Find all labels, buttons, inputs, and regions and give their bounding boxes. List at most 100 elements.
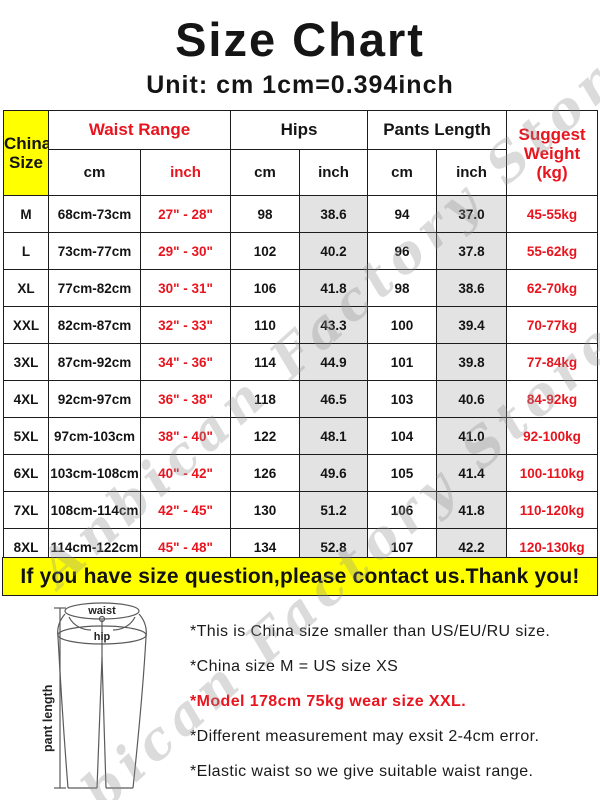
cell-size: 3XL: [3, 343, 49, 381]
cell-size: L: [3, 232, 49, 270]
table-row: XL 77cm-82cm 30" - 31" 106 41.8 98 38.6 62-70kg: [3, 269, 599, 307]
cell-weight: 84-92kg: [506, 380, 599, 418]
header-waist-range: Waist Range: [47, 110, 232, 150]
cell-length-inch: 41.8: [436, 491, 508, 529]
cell-waist-inch: 36" - 38": [139, 380, 232, 418]
cell-length-cm: 98: [367, 269, 438, 307]
cell-length-inch: 39.4: [436, 306, 508, 344]
table-row: 4XL 92cm-97cm 36" - 38" 118 46.5 103 40.6 84-92…: [3, 380, 599, 418]
cell-weight: 110-120kg: [506, 491, 599, 529]
cell-waist-cm: 92cm-97cm: [48, 380, 141, 418]
header-china-size: China Size: [3, 110, 49, 196]
cell-hips-inch: 38.6: [299, 195, 369, 233]
cell-waist-inch: 32" - 33": [139, 306, 232, 344]
cell-length-cm: 96: [367, 232, 438, 270]
cell-waist-cm: 97cm-103cm: [48, 417, 141, 455]
cell-hips-cm: 122: [230, 417, 301, 455]
pant-length-label: pant length: [41, 685, 55, 752]
cell-length-cm: 103: [367, 380, 438, 418]
cell-hips-cm: 118: [230, 380, 301, 418]
cell-length-inch: 37.8: [436, 232, 508, 270]
unit-subtitle: Unit: cm 1cm=0.394inch: [146, 71, 454, 99]
cell-size: 6XL: [3, 454, 49, 492]
hip-label: hip: [94, 631, 111, 643]
cell-weight: 70-77kg: [506, 306, 599, 344]
cell-size: 4XL: [3, 380, 49, 418]
cell-hips-inch: 46.5: [299, 380, 369, 418]
cell-length-cm: 100: [367, 306, 438, 344]
note-item: *China size M = US size XS: [190, 658, 399, 675]
size-table-body: M 68cm-73cm 27" - 28" 98 38.6 94 37.0 45-55kg L 7…: [3, 195, 599, 566]
cell-size: XXL: [3, 306, 49, 344]
note-item: *Elastic waist so we give suitable waist…: [190, 763, 534, 780]
page-title: Size Chart: [175, 13, 425, 66]
cell-hips-cm: 98: [230, 195, 301, 233]
cell-hips-cm: 114: [230, 343, 301, 381]
header-hips: Hips: [230, 110, 369, 150]
contact-banner: If you have size question,please contact…: [2, 557, 598, 596]
cell-weight: 55-62kg: [506, 232, 599, 270]
header-waist-cm: cm: [48, 149, 141, 196]
bottom-section: waist hip pant length *This is China siz…: [0, 600, 600, 800]
cell-hips-cm: 110: [230, 306, 301, 344]
cell-length-cm: 106: [367, 491, 438, 529]
cell-length-cm: 104: [367, 417, 438, 455]
cell-weight: 62-70kg: [506, 269, 599, 307]
cell-hips-cm: 106: [230, 269, 301, 307]
cell-waist-cm: 82cm-87cm: [48, 306, 141, 344]
table-row: 3XL 87cm-92cm 34" - 36" 114 44.9 101 39.8 77-84…: [3, 343, 599, 381]
cell-weight: 100-110kg: [506, 454, 599, 492]
cell-weight: 92-100kg: [506, 417, 599, 455]
cell-waist-inch: 29" - 30": [139, 232, 232, 270]
header-pants-length: Pants Length: [367, 110, 508, 150]
table-row: 6XL 103cm-108cm 40" - 42" 126 49.6 105 41.4 100…: [3, 454, 599, 492]
waist-ellipse: [64, 602, 140, 620]
cell-weight: 45-55kg: [506, 195, 599, 233]
cell-waist-cm: 73cm-77cm: [48, 232, 141, 270]
cell-waist-inch: 30" - 31": [139, 269, 232, 307]
cell-length-inch: 38.6: [436, 269, 508, 307]
note-item: *Different measurement may exsit 2-4cm e…: [190, 728, 540, 745]
table-header-groups: China Size Waist Range Hips Pants Length…: [3, 110, 599, 196]
header-waist-inch: inch: [139, 149, 232, 196]
table-row: L 73cm-77cm 29" - 30" 102 40.2 96 37.8 55-62kg: [3, 232, 599, 270]
waist-label: waist: [87, 605, 116, 617]
table-row: 7XL 108cm-114cm 42" - 45" 130 51.2 106 41.8 110…: [3, 491, 599, 529]
cell-size: 7XL: [3, 491, 49, 529]
cell-hips-inch: 49.6: [299, 454, 369, 492]
cell-waist-inch: 27" - 28": [139, 195, 232, 233]
pants-diagram: waist hip pant length: [41, 602, 147, 789]
cell-weight: 77-84kg: [506, 343, 599, 381]
cell-waist-inch: 38" - 40": [139, 417, 232, 455]
note-item-model: *Model 178cm 75kg wear size XXL.: [190, 693, 467, 710]
table-row: 5XL 97cm-103cm 38" - 40" 122 48.1 104 41.0 92-1…: [3, 417, 599, 455]
table-header-units: cm inch cm inch cm inch: [4, 149, 598, 196]
cell-length-inch: 37.0: [436, 195, 508, 233]
cell-hips-cm: 102: [230, 232, 301, 270]
cell-waist-inch: 42" - 45": [139, 491, 232, 529]
cell-length-inch: 40.6: [436, 380, 508, 418]
cell-waist-inch: 40" - 42": [139, 454, 232, 492]
cell-waist-cm: 108cm-114cm: [48, 491, 141, 529]
cell-hips-inch: 40.2: [299, 232, 369, 270]
cell-hips-inch: 51.2: [299, 491, 369, 529]
header-hips-inch: inch: [299, 149, 369, 196]
header-hips-cm: cm: [230, 149, 301, 196]
cell-hips-cm: 126: [230, 454, 301, 492]
table-row: M 68cm-73cm 27" - 28" 98 38.6 94 37.0 45-55kg: [3, 195, 599, 233]
table-row: XXL 82cm-87cm 32" - 33" 110 43.3 100 39.4 70-77…: [3, 306, 599, 344]
cell-waist-cm: 68cm-73cm: [48, 195, 141, 233]
cell-waist-cm: 103cm-108cm: [48, 454, 141, 492]
cell-length-cm: 105: [367, 454, 438, 492]
cell-length-inch: 39.8: [436, 343, 508, 381]
cell-hips-inch: 48.1: [299, 417, 369, 455]
cell-length-inch: 41.4: [436, 454, 508, 492]
cell-waist-inch: 34" - 36": [139, 343, 232, 381]
cell-size: XL: [3, 269, 49, 307]
header-length-cm: cm: [367, 149, 438, 196]
table-row: 8XL 114cm-122cm 45" - 48" 134 52.8 107 42.2 120…: [3, 528, 599, 566]
cell-hips-inch: 44.9: [299, 343, 369, 381]
size-table: China Size Waist Range Hips Pants Length…: [3, 110, 599, 566]
cell-hips-inch: 43.3: [299, 306, 369, 344]
